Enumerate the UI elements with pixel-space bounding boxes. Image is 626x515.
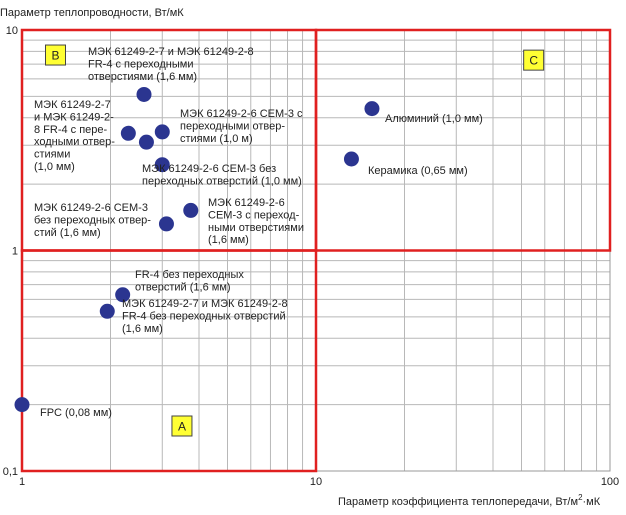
x-tick-label-1: 1: [19, 476, 25, 488]
point-label-9-line-1: МЭК 61249-2-6: [208, 197, 285, 209]
data-point-3: [99, 303, 115, 319]
y-tick-label-1: 0,1: [3, 466, 18, 478]
x-axis-title-suffix: ·мК: [583, 496, 601, 508]
point-labels: FPC (0,08 мм)FR-4 без переходныхотверсти…: [34, 46, 483, 419]
point-label-1-line-1: FPC (0,08 мм): [40, 407, 112, 419]
point-label-8-line-3: стий (1,6 мм): [34, 227, 101, 239]
point-label-5-line-3: 8 FR-4 с пере-: [34, 124, 108, 136]
point-label-2-line-1: FR-4 без переходных: [135, 269, 244, 281]
x-axis-title: Параметр коэффициента теплопередачи, Вт/…: [338, 493, 601, 508]
x-axis-title-sup: 2: [578, 493, 583, 502]
point-label-5-line-6: (1,0 мм): [34, 161, 75, 173]
region-label-b: B: [51, 49, 59, 63]
y-axis-title: Параметр теплопроводности, Вт/мК: [0, 7, 184, 19]
data-point-12: [343, 151, 359, 167]
data-point-1: [14, 397, 30, 413]
region-boxes: A B C: [20, 28, 612, 473]
data-points: [14, 86, 380, 413]
data-point-2: [115, 287, 131, 303]
region-box-c: [314, 28, 612, 252]
region-label-box-b: [44, 44, 66, 66]
point-label-7-line-1: МЭК 61249-2-6 CEM-3 с: [180, 108, 303, 120]
x-axis-title-prefix: Параметр коэффициента теплопередачи, Вт/…: [338, 496, 578, 508]
point-label-9-line-3: ными отверстиями: [208, 222, 304, 234]
data-point-11: [364, 101, 380, 117]
point-label-10-line-2: переходных отверстий (1,0 мм): [142, 175, 302, 187]
point-label-2-line-2: отверстий (1,6 мм): [135, 281, 231, 293]
data-point-4: [136, 86, 152, 102]
data-point-9: [183, 202, 199, 218]
data-point-5: [120, 125, 136, 141]
y-tick-label-2: 1: [12, 246, 18, 258]
region-label-a: A: [178, 419, 186, 433]
point-label-7-line-3: стиями (1,0 м): [180, 133, 253, 145]
point-label-3-line-2: FR-4 без переходных отверстий: [122, 310, 286, 322]
point-label-3-line-3: (1,6 мм): [122, 323, 163, 335]
x-tick-label-2: 10: [310, 476, 322, 488]
point-label-9-line-4: (1,6 мм): [208, 234, 249, 246]
point-label-5-line-4: ходными отвер-: [34, 136, 115, 148]
point-label-9-line-2: CEM-3 с переход-: [208, 209, 300, 221]
x-tick-label-3: 100: [601, 476, 619, 488]
point-label-4-line-3: отверстиями (1,6 мм): [88, 71, 197, 83]
point-label-5-line-5: стиями: [34, 149, 70, 161]
point-label-10-line-1: МЭК 61249-2-6 CEM-3 без: [142, 163, 276, 175]
data-point-7: [154, 124, 170, 140]
point-label-3-line-1: МЭК 61249-2-7 и МЭК 61249-2-8: [122, 298, 288, 310]
data-point-8: [158, 216, 174, 232]
point-label-11-line-1: Алюминий (1,0 мм): [385, 113, 483, 125]
data-point-10: [154, 157, 170, 173]
point-label-4-line-2: FR-4 с переходными: [88, 58, 193, 70]
point-label-4-line-1: МЭК 61249-2-7 и МЭК 61249-2-8: [88, 46, 254, 58]
point-label-7-line-2: переходными отвер-: [180, 120, 285, 132]
region-label-box-a: [171, 415, 193, 437]
data-point-6: [138, 134, 154, 150]
point-label-12-line-1: Керамика (0,65 мм): [368, 165, 468, 177]
point-label-5-line-1: МЭК 61249-2-7: [34, 99, 111, 111]
point-label-8-line-2: без переходных отвер-: [34, 214, 151, 226]
region-label-box-c: [523, 49, 545, 71]
point-label-8-line-1: МЭК 61249-2-6 CEM-3: [34, 202, 148, 214]
y-tick-label-3: 10: [6, 25, 18, 37]
point-label-5-line-2: и МЭК 61249-2-: [34, 111, 114, 123]
region-label-c: C: [529, 54, 538, 68]
